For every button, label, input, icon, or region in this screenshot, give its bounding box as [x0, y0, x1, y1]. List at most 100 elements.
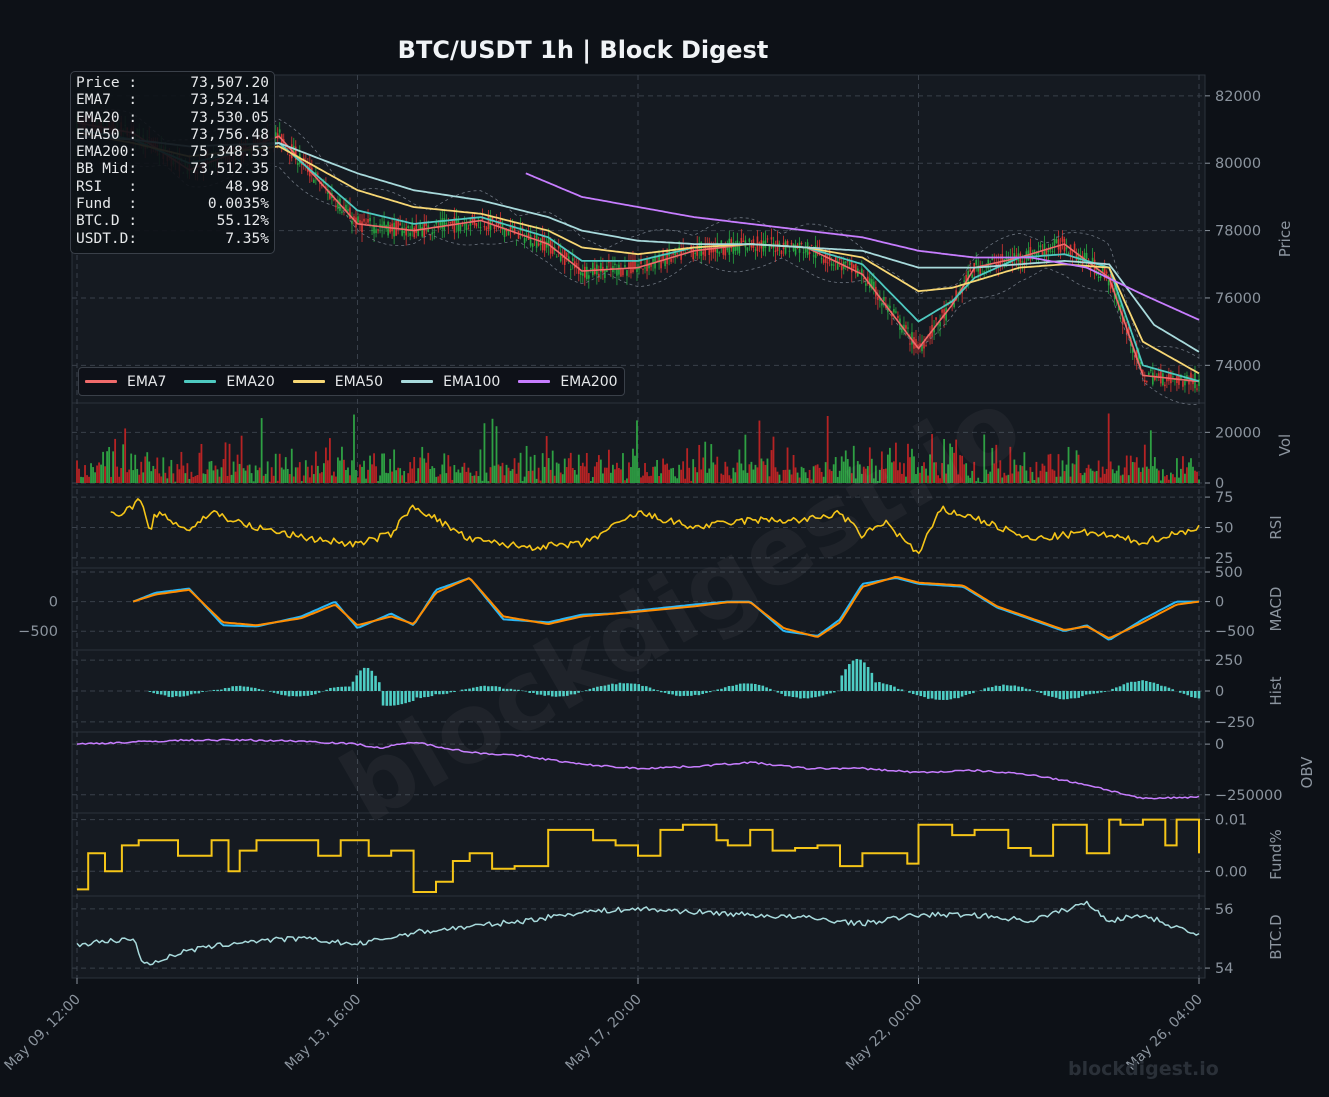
volume-bar [1155, 468, 1158, 483]
hist-bar [731, 685, 735, 691]
candle-body [1105, 271, 1108, 274]
volume-bar [551, 450, 554, 483]
candle-body [634, 259, 636, 270]
volume-bar [365, 478, 367, 483]
volume-bar [497, 464, 500, 483]
volume-bar [624, 480, 626, 483]
candle-body [511, 227, 514, 229]
candle-body [1013, 253, 1016, 259]
volume-bar [192, 477, 195, 483]
volume-bar [997, 468, 1000, 483]
hist-bar [502, 688, 505, 691]
hist-bar [1081, 691, 1084, 697]
candle-body [419, 224, 422, 229]
volume-bar [463, 462, 466, 483]
info-row: EMA200: 75,348.53 [76, 144, 269, 161]
hist-bar [393, 691, 396, 706]
volume-bar [1013, 459, 1016, 483]
volume-bar [429, 469, 432, 483]
candle-body [445, 223, 448, 225]
volume-bar [708, 468, 711, 483]
hist-bar [535, 691, 539, 695]
hist-bar [588, 688, 592, 691]
volume-bar [1087, 464, 1090, 483]
volume-bar [220, 467, 223, 483]
hist-bar [1190, 691, 1193, 698]
volume-bar [963, 464, 966, 483]
volume-bar [678, 464, 681, 483]
volume-bar [278, 453, 281, 483]
volume-bar [242, 468, 245, 483]
info-value: 73,512.35 [190, 161, 269, 178]
volume-bar [335, 476, 337, 483]
x-tick-label: May 22, 00:00 [843, 992, 925, 1074]
candle-body [557, 245, 560, 249]
candle-body [714, 246, 717, 252]
candle-body [1021, 261, 1024, 263]
candle-body [702, 251, 705, 255]
hist-bar [509, 688, 513, 691]
volume-bar [224, 442, 227, 483]
candle-body [1148, 372, 1150, 376]
volume-bar [850, 473, 853, 483]
hist-bar [644, 686, 648, 691]
candle-body [507, 229, 510, 236]
volume-bar [555, 462, 558, 483]
volume-bar [1049, 453, 1052, 483]
y-tick-label: 76000 [1215, 291, 1261, 307]
volume-bar [228, 443, 231, 483]
candle-body [371, 229, 373, 231]
candle-body [1144, 380, 1146, 383]
hist-bar [1036, 691, 1039, 693]
candle-body [401, 227, 403, 236]
hist-bar [220, 689, 223, 691]
volume-bar [830, 471, 833, 483]
volume-bar [714, 464, 717, 483]
volume-bar [226, 475, 229, 483]
hist-bar [336, 686, 340, 691]
candle-body [600, 263, 602, 273]
candle-body [387, 221, 389, 236]
hist-bar [746, 683, 750, 691]
hist-bar [942, 691, 945, 700]
candle-body [941, 309, 943, 313]
volume-bar [1147, 468, 1150, 483]
candle-body [1055, 239, 1058, 243]
hist-bar [1088, 691, 1092, 695]
volume-bar [601, 473, 604, 483]
hist-bar [216, 689, 219, 691]
legend-item: EMA200 [518, 374, 618, 390]
volume-bar [848, 466, 851, 483]
hist-bar [1133, 681, 1137, 691]
volume-bar [397, 467, 400, 483]
volume-bar [1143, 444, 1146, 483]
volume-bar [110, 476, 113, 483]
volume-bar [1059, 476, 1062, 483]
candle-body [375, 229, 377, 234]
hist-bar [193, 691, 197, 694]
volume-bar [660, 473, 662, 483]
bollinger-lower [99, 155, 1200, 405]
candle-body [577, 266, 580, 274]
hist-bar [923, 691, 926, 698]
info-value: 7.35% [225, 230, 269, 247]
volume-bar [587, 473, 590, 483]
hist-bar [396, 691, 400, 705]
volume-bar [1033, 480, 1036, 483]
hist-bar [911, 691, 915, 695]
hist-bar [953, 691, 956, 699]
candle-body [497, 220, 500, 226]
volume-bar [184, 473, 187, 483]
volume-bar [78, 468, 80, 483]
volume-bar [158, 473, 161, 483]
volume-bar [208, 461, 211, 483]
volume-bar [557, 463, 560, 483]
candle-body [1065, 247, 1068, 250]
volume-bar [1107, 413, 1110, 483]
volume-bar [1101, 466, 1104, 483]
volume-bar [764, 464, 767, 483]
candle-body [780, 250, 783, 255]
volume-bar [774, 467, 777, 483]
candle-body [363, 218, 365, 222]
info-row: USDT.D: 7.35% [76, 231, 269, 248]
